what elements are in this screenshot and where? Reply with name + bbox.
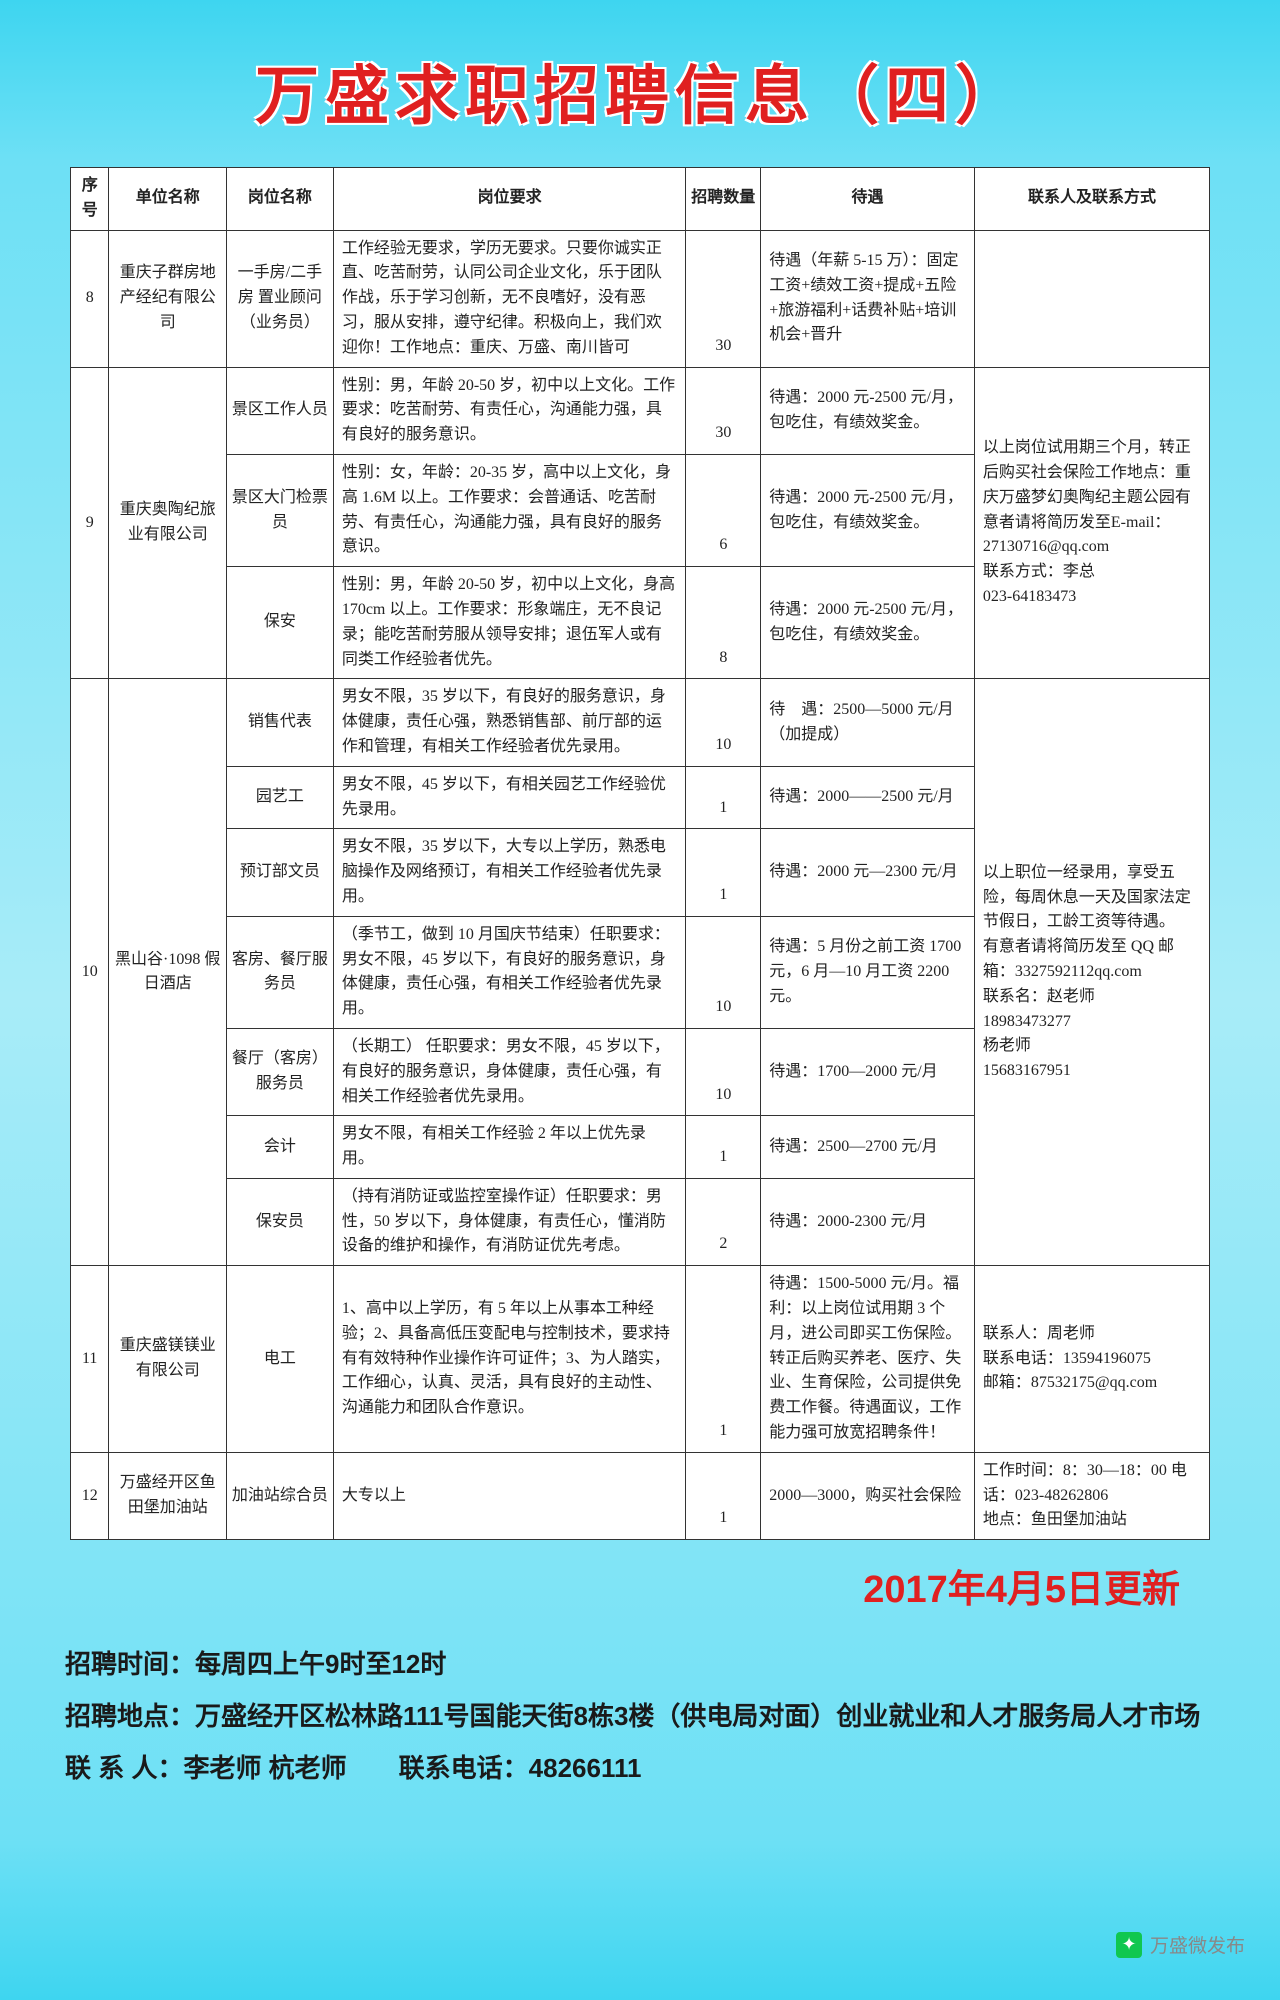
th-unit: 单位名称 <box>109 168 227 231</box>
footer-block: 招聘时间：每周四上午9时至12时 招聘地点：万盛经开区松林路111号国能天街8栋… <box>65 1638 1215 1794</box>
cell-req: 性别：女，年龄：20-35 岁，高中以上文化，身高 1.6M 以上。工作要求：会… <box>333 454 686 566</box>
cell-seq: 10 <box>71 679 109 1266</box>
cell-seq: 12 <box>71 1452 109 1539</box>
cell-req: （持有消防证或监控室操作证）任职要求：男性，50 岁以下，身体健康，有责任心，懂… <box>333 1178 686 1265</box>
cell-pos: 客房、餐厅服务员 <box>226 916 333 1028</box>
table-body: 8重庆子群房地产经纪有限公司一手房/二手房 置业顾问（业务员）工作经验无要求，学… <box>71 230 1210 1540</box>
cell-pos: 加油站综合员 <box>226 1452 333 1539</box>
cell-req: 男女不限，35 岁以下，有良好的服务意识，身体健康，责任心强，熟悉销售部、前厅部… <box>333 679 686 766</box>
cell-treat: 待遇：5 月份之前工资 1700 元，6 月—10 月工资 2200 元。 <box>761 916 975 1028</box>
cell-req: 性别：男，年龄 20-50 岁，初中以上文化。工作要求：吃苦耐劳、有责任心，沟通… <box>333 367 686 454</box>
cell-treat: 待遇：2500—2700 元/月 <box>761 1116 975 1179</box>
cell-treat: 待遇：2000 元-2500 元/月，包吃住，有绩效奖金。 <box>761 454 975 566</box>
cell-contact <box>974 230 1209 367</box>
cell-contact: 以上职位一经录用，享受五险，每周休息一天及国家法定节假日，工龄工资等待遇。 有意… <box>974 679 1209 1266</box>
cell-treat: 2000—3000，购买社会保险 <box>761 1452 975 1539</box>
cell-num: 10 <box>686 679 761 766</box>
cell-req: 大专以上 <box>333 1452 686 1539</box>
page-title: 万盛求职招聘信息（四） <box>0 0 1280 167</box>
cell-unit: 重庆子群房地产经纪有限公司 <box>109 230 227 367</box>
cell-seq: 9 <box>71 367 109 679</box>
cell-num: 10 <box>686 1028 761 1115</box>
cell-num: 1 <box>686 766 761 829</box>
cell-pos: 预订部文员 <box>226 829 333 916</box>
table-row: 10黑山谷·1098 假日酒店销售代表男女不限，35 岁以下，有良好的服务意识，… <box>71 679 1210 766</box>
job-table-wrap: 序号 单位名称 岗位名称 岗位要求 招聘数量 待遇 联系人及联系方式 8重庆子群… <box>70 167 1210 1540</box>
th-num: 招聘数量 <box>686 168 761 231</box>
footer-time: 招聘时间：每周四上午9时至12时 <box>65 1638 1215 1690</box>
cell-seq: 11 <box>71 1266 109 1453</box>
cell-pos: 保安 <box>226 567 333 679</box>
job-table: 序号 单位名称 岗位名称 岗位要求 招聘数量 待遇 联系人及联系方式 8重庆子群… <box>70 167 1210 1540</box>
cell-contact: 联系人：周老师 联系电话：13594196075 邮箱：87532175@qq.… <box>974 1266 1209 1453</box>
cell-unit: 黑山谷·1098 假日酒店 <box>109 679 227 1266</box>
cell-req: 性别：男，年龄 20-50 岁，初中以上文化，身高 170cm 以上。工作要求：… <box>333 567 686 679</box>
title-text: 万盛求职招聘信息（四） <box>0 45 1280 137</box>
cell-treat: 待遇（年薪 5-15 万）：固定工资+绩效工资+提成+五险+旅游福利+话费补贴+… <box>761 230 975 367</box>
watermark: ✦ 万盛微发布 <box>1116 1931 1245 1958</box>
footer-addr: 招聘地点：万盛经开区松林路111号国能天街8栋3楼（供电局对面）创业就业和人才服… <box>65 1690 1215 1742</box>
cell-pos: 餐厅（客房）服务员 <box>226 1028 333 1115</box>
cell-req: （长期工） 任职要求：男女不限，45 岁以下，有良好的服务意识，身体健康，责任心… <box>333 1028 686 1115</box>
cell-treat: 待遇：2000 元—2300 元/月 <box>761 829 975 916</box>
th-req: 岗位要求 <box>333 168 686 231</box>
cell-treat: 待遇：2000-2300 元/月 <box>761 1178 975 1265</box>
cell-req: （季节工，做到 10 月国庆节结束）任职要求：男女不限，45 岁以下，有良好的服… <box>333 916 686 1028</box>
cell-unit: 重庆盛镁镁业有限公司 <box>109 1266 227 1453</box>
th-pos: 岗位名称 <box>226 168 333 231</box>
cell-num: 2 <box>686 1178 761 1265</box>
update-date: 2017年4月5日更新 <box>0 1558 1180 1613</box>
table-header-row: 序号 单位名称 岗位名称 岗位要求 招聘数量 待遇 联系人及联系方式 <box>71 168 1210 231</box>
cell-num: 1 <box>686 829 761 916</box>
th-seq: 序号 <box>71 168 109 231</box>
cell-treat: 待遇：1500-5000 元/月。福利：以上岗位试用期 3 个月，进公司即买工伤… <box>761 1266 975 1453</box>
cell-req: 男女不限，35 岁以下，大专以上学历，熟悉电脑操作及网络预订，有相关工作经验者优… <box>333 829 686 916</box>
watermark-text: 万盛微发布 <box>1150 1931 1245 1958</box>
cell-treat: 待遇：2000——2500 元/月 <box>761 766 975 829</box>
cell-unit: 万盛经开区鱼田堡加油站 <box>109 1452 227 1539</box>
cell-unit: 重庆奥陶纪旅业有限公司 <box>109 367 227 679</box>
cell-req: 1、高中以上学历，有 5 年以上从事本工种经验；2、具备高低压变配电与控制技术，… <box>333 1266 686 1453</box>
cell-num: 6 <box>686 454 761 566</box>
cell-pos: 景区大门检票员 <box>226 454 333 566</box>
wechat-icon: ✦ <box>1116 1932 1142 1958</box>
cell-num: 1 <box>686 1266 761 1453</box>
cell-treat: 待 遇：2500—5000 元/月（加提成） <box>761 679 975 766</box>
th-contact: 联系人及联系方式 <box>974 168 1209 231</box>
cell-num: 1 <box>686 1452 761 1539</box>
cell-num: 30 <box>686 367 761 454</box>
cell-req: 男女不限，有相关工作经验 2 年以上优先录用。 <box>333 1116 686 1179</box>
cell-pos: 园艺工 <box>226 766 333 829</box>
cell-treat: 待遇：2000 元-2500 元/月，包吃住，有绩效奖金。 <box>761 567 975 679</box>
cell-num: 10 <box>686 916 761 1028</box>
table-row: 8重庆子群房地产经纪有限公司一手房/二手房 置业顾问（业务员）工作经验无要求，学… <box>71 230 1210 367</box>
cell-pos: 保安员 <box>226 1178 333 1265</box>
table-row: 12万盛经开区鱼田堡加油站加油站综合员大专以上12000—3000，购买社会保险… <box>71 1452 1210 1539</box>
th-treat: 待遇 <box>761 168 975 231</box>
cell-pos: 会计 <box>226 1116 333 1179</box>
cell-contact: 工作时间：8：30—18：00 电话：023-48262806 地点：鱼田堡加油… <box>974 1452 1209 1539</box>
cell-pos: 销售代表 <box>226 679 333 766</box>
cell-req: 工作经验无要求，学历无要求。只要你诚实正直、吃苦耐劳，认同公司企业文化，乐于团队… <box>333 230 686 367</box>
footer-contact: 联 系 人：李老师 杭老师 联系电话：48266111 <box>65 1742 1215 1794</box>
cell-treat: 待遇：1700—2000 元/月 <box>761 1028 975 1115</box>
cell-pos: 电工 <box>226 1266 333 1453</box>
cell-req: 男女不限，45 岁以下，有相关园艺工作经验优先录用。 <box>333 766 686 829</box>
cell-contact: 以上岗位试用期三个月，转正后购买社会保险工作地点：重庆万盛梦幻奥陶纪主题公园有意… <box>974 367 1209 679</box>
cell-pos: 景区工作人员 <box>226 367 333 454</box>
cell-seq: 8 <box>71 230 109 367</box>
cell-pos: 一手房/二手房 置业顾问（业务员） <box>226 230 333 367</box>
cell-treat: 待遇：2000 元-2500 元/月，包吃住，有绩效奖金。 <box>761 367 975 454</box>
table-row: 9重庆奥陶纪旅业有限公司景区工作人员性别：男，年龄 20-50 岁，初中以上文化… <box>71 367 1210 454</box>
table-row: 11重庆盛镁镁业有限公司电工1、高中以上学历，有 5 年以上从事本工种经验；2、… <box>71 1266 1210 1453</box>
cell-num: 8 <box>686 567 761 679</box>
cell-num: 30 <box>686 230 761 367</box>
cell-num: 1 <box>686 1116 761 1179</box>
